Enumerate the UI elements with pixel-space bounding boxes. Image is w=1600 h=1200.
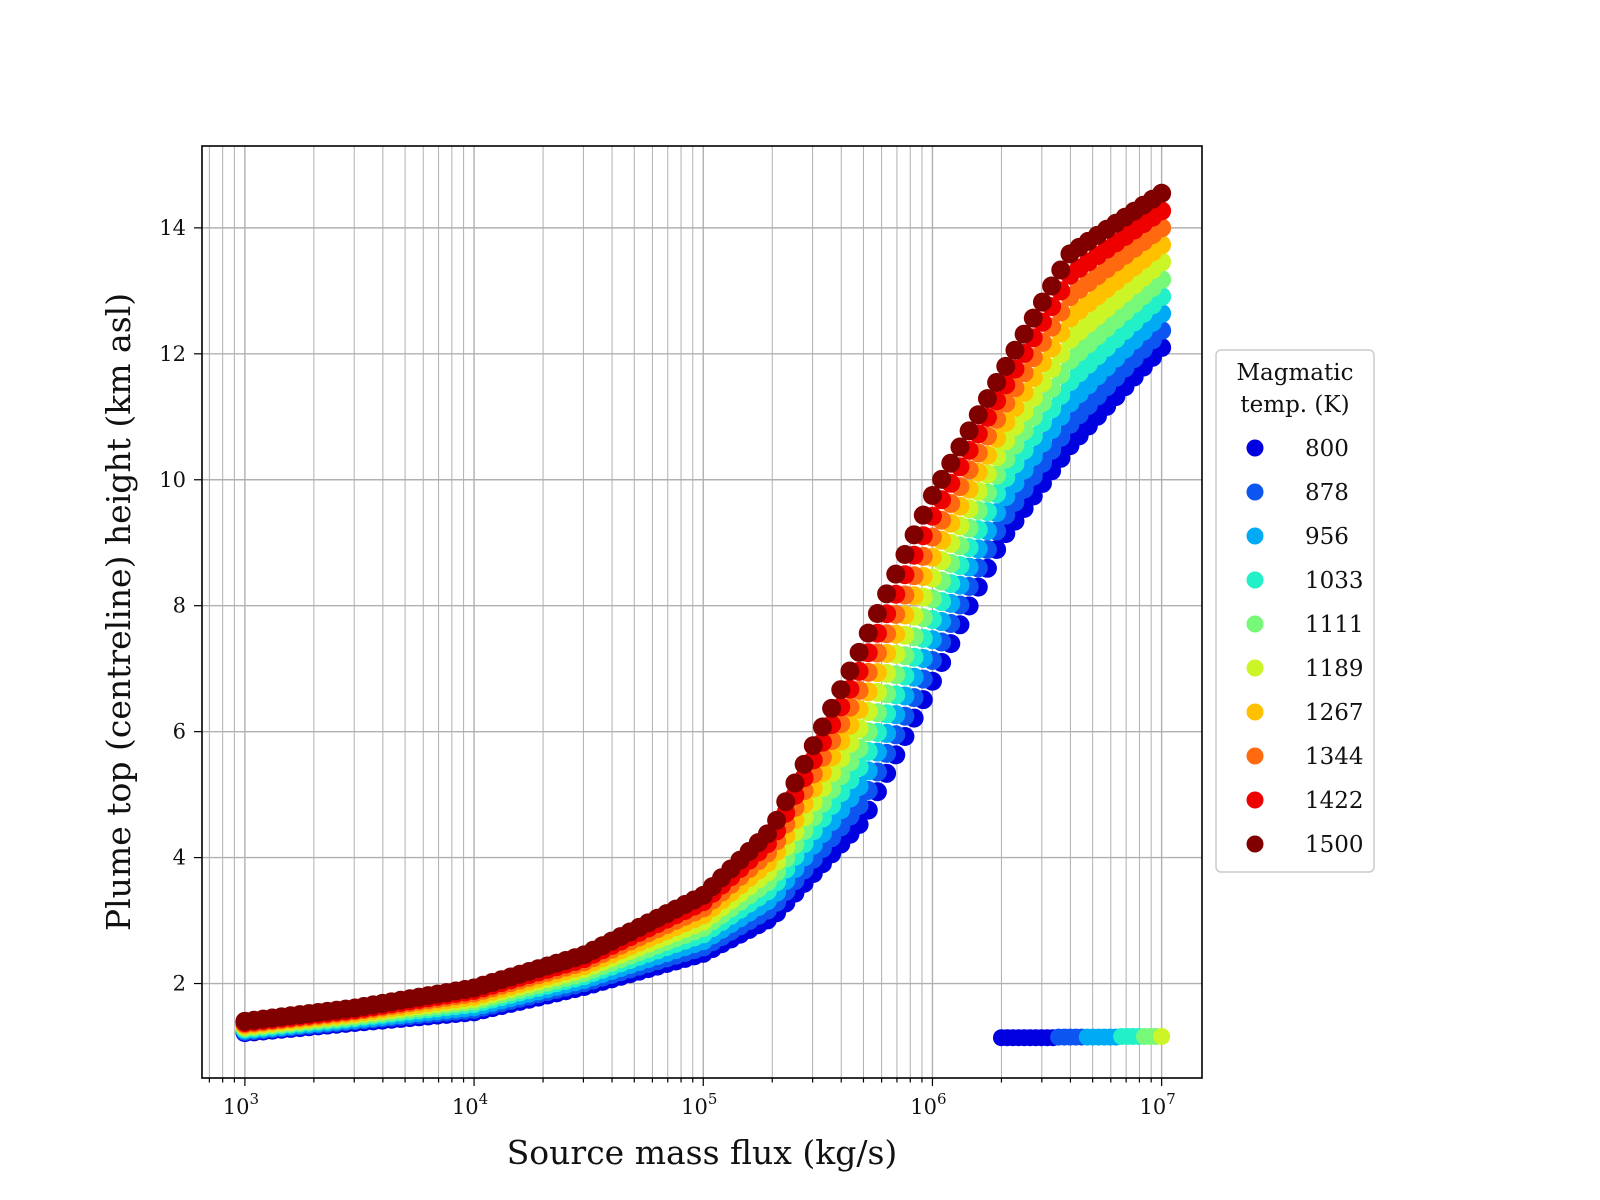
series-1500-point bbox=[1023, 308, 1043, 328]
legend-label-878: 878 bbox=[1305, 480, 1349, 506]
legend-title-line-2: temp. (K) bbox=[1240, 392, 1349, 418]
legend-marker-1267 bbox=[1246, 703, 1264, 721]
y-tick-label: 10 bbox=[159, 468, 186, 492]
legend-marker-1189 bbox=[1246, 659, 1264, 677]
y-axis-title: Plume top (centreline) height (km asl) bbox=[99, 293, 138, 931]
series-1500-point bbox=[757, 824, 777, 844]
legend-label-1111: 1111 bbox=[1305, 612, 1364, 638]
legend-box bbox=[1215, 349, 1375, 873]
legend-label-1033: 1033 bbox=[1305, 568, 1364, 594]
y-tick-label: 14 bbox=[159, 216, 186, 240]
legend-marker-1500 bbox=[1246, 835, 1264, 853]
series-1500-point bbox=[904, 525, 924, 545]
series-1500 bbox=[235, 183, 1172, 1031]
series-1500-point bbox=[922, 486, 942, 505]
series-1500-point bbox=[968, 405, 988, 425]
series-1500-point bbox=[932, 469, 952, 489]
series-1500-point bbox=[1014, 324, 1034, 344]
series-1500-point bbox=[831, 680, 851, 700]
legend-label-1267: 1267 bbox=[1305, 700, 1364, 726]
series-1500-point bbox=[849, 642, 869, 662]
series-1500-point bbox=[785, 773, 805, 793]
axis-ticks: 2 4 6 8 10 12 14 103 104 105 106 107 bbox=[159, 216, 1176, 1119]
series-1500-point bbox=[867, 603, 887, 623]
series-1500-point bbox=[996, 356, 1016, 376]
legend-label-1500: 1500 bbox=[1305, 832, 1364, 858]
legend-label-1422: 1422 bbox=[1305, 788, 1364, 814]
series-1500-point bbox=[794, 754, 814, 774]
series-1500-point bbox=[822, 698, 842, 718]
series-1500-point bbox=[858, 623, 878, 643]
series-1500-point bbox=[840, 661, 860, 681]
x-axis-title: Source mass flux (kg/s) bbox=[507, 1133, 898, 1172]
data-points bbox=[235, 183, 1172, 1047]
series-1500-point bbox=[767, 810, 787, 830]
series-1500-point bbox=[812, 717, 832, 737]
y-tick-label: 8 bbox=[173, 594, 186, 618]
legend: Magmatic temp. (K) 800 878 956 1033 1111 1189… bbox=[1215, 349, 1375, 873]
series-1500-point bbox=[1152, 183, 1172, 203]
x-tick-label: 106 bbox=[910, 1090, 946, 1119]
y-tick-label: 2 bbox=[173, 972, 186, 996]
legend-marker-1344 bbox=[1246, 747, 1264, 765]
x-tick-label: 105 bbox=[681, 1090, 717, 1119]
plot-frame bbox=[201, 145, 1203, 1079]
x-tick-label: 104 bbox=[452, 1090, 488, 1119]
bottom-row-point bbox=[1153, 1027, 1171, 1045]
series-1500-point bbox=[1042, 276, 1062, 296]
legend-label-1344: 1344 bbox=[1305, 744, 1364, 770]
legend-marker-1111 bbox=[1246, 615, 1264, 633]
series-1500-point bbox=[1051, 260, 1071, 280]
series-1500-point bbox=[877, 584, 897, 604]
legend-marker-878 bbox=[1246, 483, 1264, 501]
series-1500-point bbox=[977, 389, 997, 409]
series-1500-point bbox=[959, 421, 979, 441]
series-1500-point bbox=[1032, 292, 1052, 312]
series-1500-point bbox=[803, 736, 823, 756]
y-tick-label: 4 bbox=[173, 846, 186, 870]
series-1500-point bbox=[895, 544, 915, 564]
legend-label-800: 800 bbox=[1305, 436, 1349, 462]
series-1500-point bbox=[941, 453, 961, 473]
series-1500-point bbox=[886, 564, 906, 584]
legend-title-line-1: Magmatic bbox=[1237, 360, 1354, 386]
bottom-row-points bbox=[992, 1027, 1171, 1047]
series-1500-point bbox=[776, 792, 796, 812]
legend-marker-1033 bbox=[1246, 571, 1264, 589]
legend-label-956: 956 bbox=[1305, 524, 1349, 550]
series-1500-point bbox=[987, 372, 1007, 392]
legend-label-1189: 1189 bbox=[1305, 656, 1364, 682]
y-tick-label: 12 bbox=[159, 342, 186, 366]
legend-marker-1422 bbox=[1246, 791, 1264, 809]
y-tick-label: 6 bbox=[173, 720, 186, 744]
series-1500-point bbox=[1005, 340, 1025, 360]
x-tick-label: 107 bbox=[1140, 1090, 1176, 1119]
x-tick-label: 103 bbox=[223, 1090, 259, 1119]
series-1500-point bbox=[913, 505, 933, 525]
legend-marker-800 bbox=[1246, 439, 1264, 457]
series-1500-point bbox=[950, 437, 970, 457]
legend-marker-956 bbox=[1246, 527, 1264, 545]
